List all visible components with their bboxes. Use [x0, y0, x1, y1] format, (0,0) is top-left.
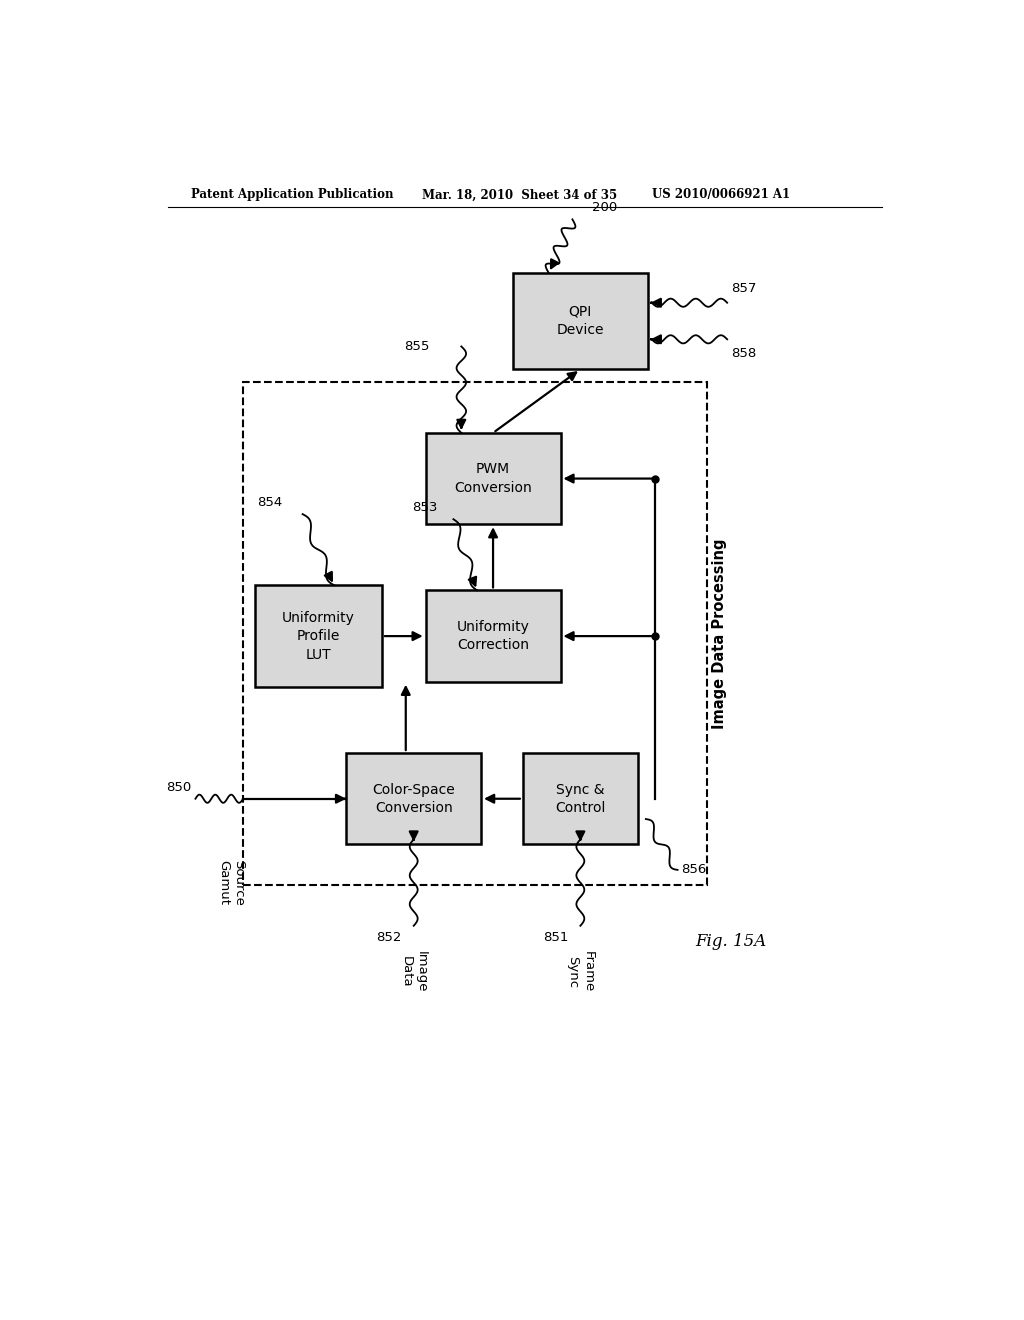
Text: Source
Gamut: Source Gamut	[217, 859, 245, 906]
Text: Sync &
Control: Sync & Control	[555, 783, 605, 814]
Text: 856: 856	[682, 863, 707, 876]
Text: 854: 854	[257, 496, 283, 510]
Text: 858: 858	[731, 347, 757, 360]
FancyBboxPatch shape	[513, 273, 648, 370]
FancyBboxPatch shape	[255, 585, 382, 686]
Text: 855: 855	[404, 341, 430, 352]
Text: 852: 852	[377, 931, 401, 944]
Text: Image Data Processing: Image Data Processing	[712, 539, 727, 729]
Text: 853: 853	[412, 502, 437, 515]
Text: US 2010/0066921 A1: US 2010/0066921 A1	[652, 189, 790, 202]
FancyBboxPatch shape	[426, 433, 560, 524]
Text: Image
Data: Image Data	[399, 952, 428, 993]
Text: Uniformity
Profile
LUT: Uniformity Profile LUT	[282, 611, 355, 661]
Text: Color-Space
Conversion: Color-Space Conversion	[373, 783, 455, 814]
Bar	[243, 381, 708, 886]
Text: Mar. 18, 2010  Sheet 34 of 35: Mar. 18, 2010 Sheet 34 of 35	[422, 189, 616, 202]
Text: QPI
Device: QPI Device	[557, 305, 604, 337]
Text: 850: 850	[166, 780, 191, 793]
Text: 851: 851	[543, 931, 568, 944]
FancyBboxPatch shape	[426, 590, 560, 682]
Text: 200: 200	[592, 202, 617, 214]
FancyBboxPatch shape	[346, 752, 481, 845]
Text: Frame
Sync: Frame Sync	[566, 952, 594, 993]
Text: 857: 857	[731, 282, 757, 294]
Text: PWM
Conversion: PWM Conversion	[455, 462, 531, 495]
FancyBboxPatch shape	[523, 752, 638, 845]
Text: Fig. 15A: Fig. 15A	[695, 932, 767, 949]
Text: Uniformity
Correction: Uniformity Correction	[457, 620, 529, 652]
Text: Patent Application Publication: Patent Application Publication	[191, 189, 394, 202]
